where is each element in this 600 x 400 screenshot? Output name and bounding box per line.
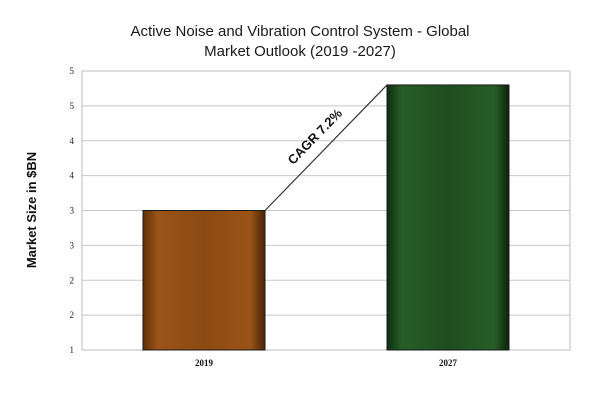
y-tick-label: 4 [70,171,75,181]
y-tick-label: 2 [70,310,75,320]
cagr-annotation: CAGR 7.2% [264,84,388,211]
y-axis-label: Market Size in $BN [24,152,39,268]
cagr-line [264,84,388,211]
bars [142,84,510,351]
x-tick-label: 2027 [439,358,458,368]
y-tick-label: 1 [70,345,75,355]
y-tick-label: 5 [70,66,75,76]
bar-2027 [386,84,510,351]
y-tick-label: 4 [70,136,75,146]
bar-2019 [142,210,266,351]
chart-title-line-2: Market Outlook (2019 -2027) [204,43,396,60]
y-tick-label: 3 [70,240,75,250]
y-tick-label: 2 [70,275,75,285]
chart-title-line-1: Active Noise and Vibration Control Syste… [130,23,469,40]
y-tick-label: 3 [70,206,75,216]
y-axis-ticks: 1 2 2 3 3 4 4 5 5 [70,66,75,355]
x-axis-ticks: 2019 2027 [195,358,458,368]
plot-area-border [81,70,571,351]
x-tick-label: 2019 [195,358,214,368]
y-tick-label: 5 [70,101,75,111]
